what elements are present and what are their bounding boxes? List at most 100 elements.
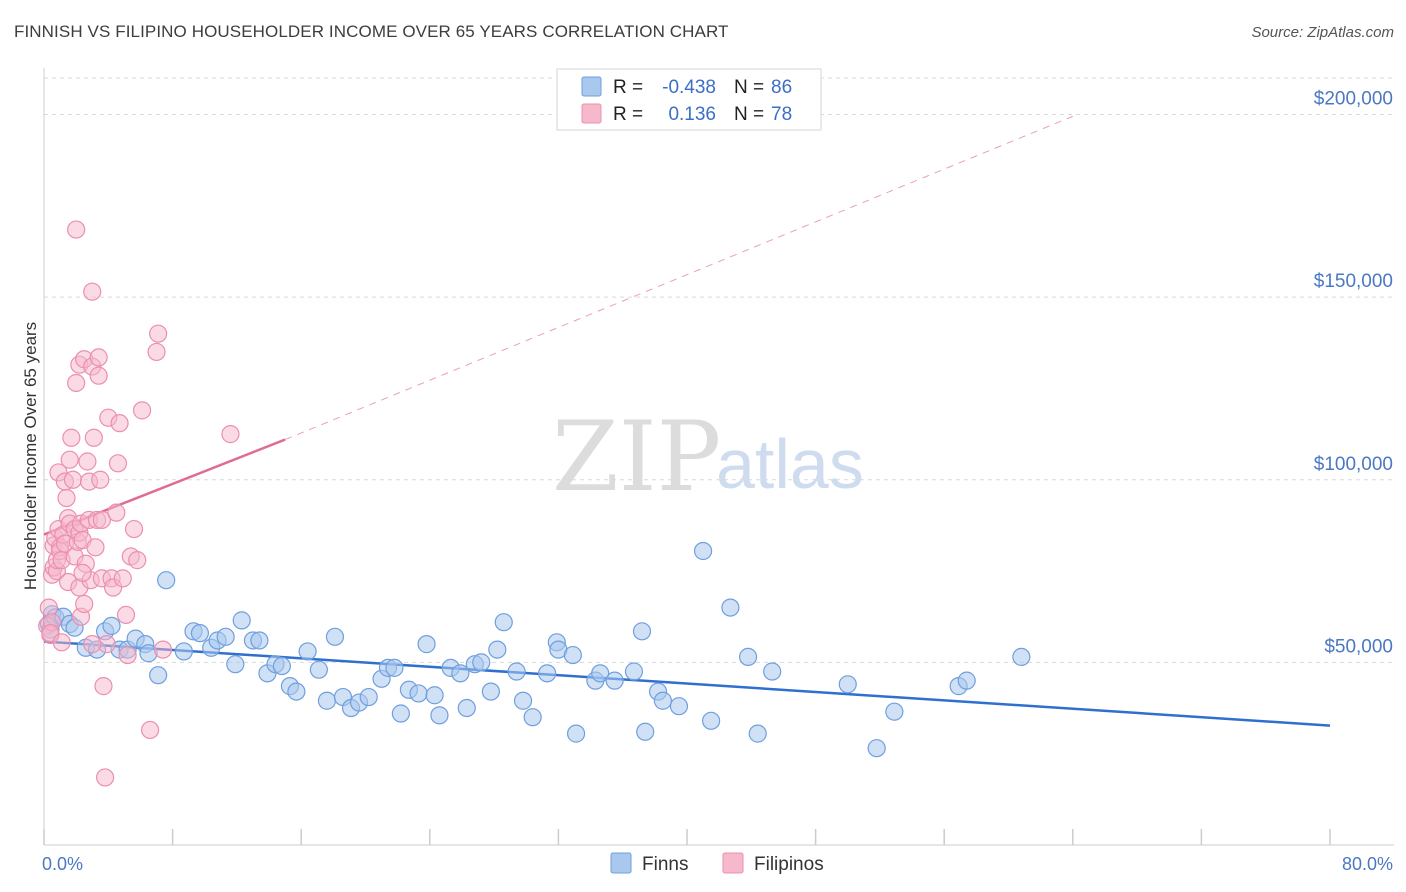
filipinos-point	[108, 454, 128, 473]
filipinos-point	[221, 425, 240, 444]
finns-point	[867, 739, 886, 758]
finns-point	[149, 666, 168, 685]
filipinos-point	[118, 645, 137, 665]
filipinos-point	[95, 768, 115, 787]
y-tick-label: $200,000	[1314, 89, 1393, 110]
finns-point	[494, 613, 513, 632]
finns-point	[538, 664, 557, 683]
filipinos-r-label: R =	[613, 104, 643, 125]
filipinos-point	[73, 563, 92, 582]
finns-point	[409, 684, 428, 703]
filipinos-r-value: 0.136	[668, 104, 716, 125]
y-tick-label: $100,000	[1314, 454, 1393, 475]
filipinos-point	[110, 414, 129, 433]
finns-point	[287, 682, 306, 701]
x-tick-label-min: 0.0%	[42, 854, 83, 874]
filipinos-point	[86, 538, 105, 557]
filipinos-n-label: N =	[734, 104, 764, 125]
filipinos-point	[89, 348, 108, 367]
filipinos-point	[147, 342, 166, 362]
filipinos-point	[83, 282, 102, 301]
filipinos-point	[153, 640, 173, 659]
finns-point	[605, 671, 624, 690]
finns-point	[957, 671, 976, 690]
finns-point	[325, 627, 345, 646]
finns-point	[624, 662, 644, 681]
filipinos-point	[67, 373, 86, 393]
finns-point	[488, 640, 507, 659]
finns-point	[838, 675, 857, 694]
x-tick-label-max: 80.0%	[1342, 854, 1393, 874]
finns-point	[174, 642, 193, 661]
filipinos-point	[60, 450, 79, 469]
finns-point	[513, 691, 533, 710]
finns-point	[507, 662, 526, 681]
filipinos-point	[94, 677, 113, 696]
filipinos-trend-extension	[284, 115, 1073, 441]
finns-point	[566, 724, 586, 743]
finns-point	[190, 624, 210, 643]
finns-point	[385, 658, 404, 677]
finns-point	[702, 711, 721, 730]
finns-point	[472, 653, 491, 672]
finns-point	[632, 622, 652, 641]
finns-point	[102, 616, 121, 635]
filipinos-point	[62, 428, 81, 447]
finns-point	[226, 655, 245, 674]
filipinos-point	[83, 635, 102, 654]
finns-trend-line	[43, 640, 1331, 727]
watermark-zip: ZIP	[552, 401, 721, 513]
filipinos-point	[67, 220, 86, 239]
finns-point	[1012, 647, 1031, 667]
filipinos-point	[107, 503, 126, 522]
finns-point	[669, 697, 689, 716]
filipinos-point	[113, 569, 132, 588]
finns-swatch	[610, 852, 632, 874]
finns-n-value: 86	[771, 77, 792, 98]
finns-point	[636, 722, 655, 741]
filipinos-point	[116, 605, 136, 625]
finns-point	[721, 598, 740, 617]
filipinos-point	[75, 594, 94, 614]
finns-point	[216, 627, 235, 646]
finns-legend-swatch	[581, 76, 602, 97]
finns-point	[457, 698, 476, 718]
finns-point	[481, 682, 500, 701]
gridlines	[44, 77, 1394, 663]
x-tick-labels: 0.0% 80.0%	[42, 854, 1393, 874]
y-tick-labels: $50,000 $100,000 $150,000 $200,000	[1314, 89, 1393, 658]
stats-legend: R = -0.438 N = 86 R = 0.136 N = 78	[556, 68, 822, 131]
finns-point	[738, 647, 758, 667]
axes	[43, 68, 1394, 846]
finns-point	[748, 724, 767, 743]
finns-point	[309, 660, 328, 679]
finns-point	[653, 691, 672, 710]
filipinos-point	[132, 401, 152, 420]
filipinos-point	[91, 470, 110, 489]
series-legend: Finns Filipinos	[610, 852, 824, 875]
filipinos-point	[84, 428, 103, 447]
finns-point	[451, 664, 470, 683]
filipinos-point	[128, 551, 147, 570]
finns-point	[232, 611, 251, 630]
chart-title: FINNISH VS FILIPINO HOUSEHOLDER INCOME O…	[14, 22, 729, 41]
finns-point	[523, 708, 542, 727]
finns-point	[425, 686, 444, 705]
finns-point	[563, 645, 582, 665]
finns-point	[417, 635, 436, 654]
finns-n-label: N =	[734, 77, 764, 98]
filipinos-point	[89, 366, 108, 385]
filipinos-point	[140, 720, 160, 740]
finns-point	[157, 571, 176, 590]
filipinos-point	[149, 324, 168, 343]
filipinos-point	[78, 452, 97, 471]
filipinos-n-value: 78	[771, 104, 792, 125]
filipinos-point	[57, 488, 76, 508]
filipinos-legend-label: Filipinos	[754, 854, 824, 875]
filipinos-swatch	[722, 852, 744, 874]
finns-points	[39, 541, 1031, 758]
y-tick-label: $50,000	[1324, 636, 1393, 657]
finns-point	[272, 656, 292, 676]
finns-point	[430, 706, 449, 725]
